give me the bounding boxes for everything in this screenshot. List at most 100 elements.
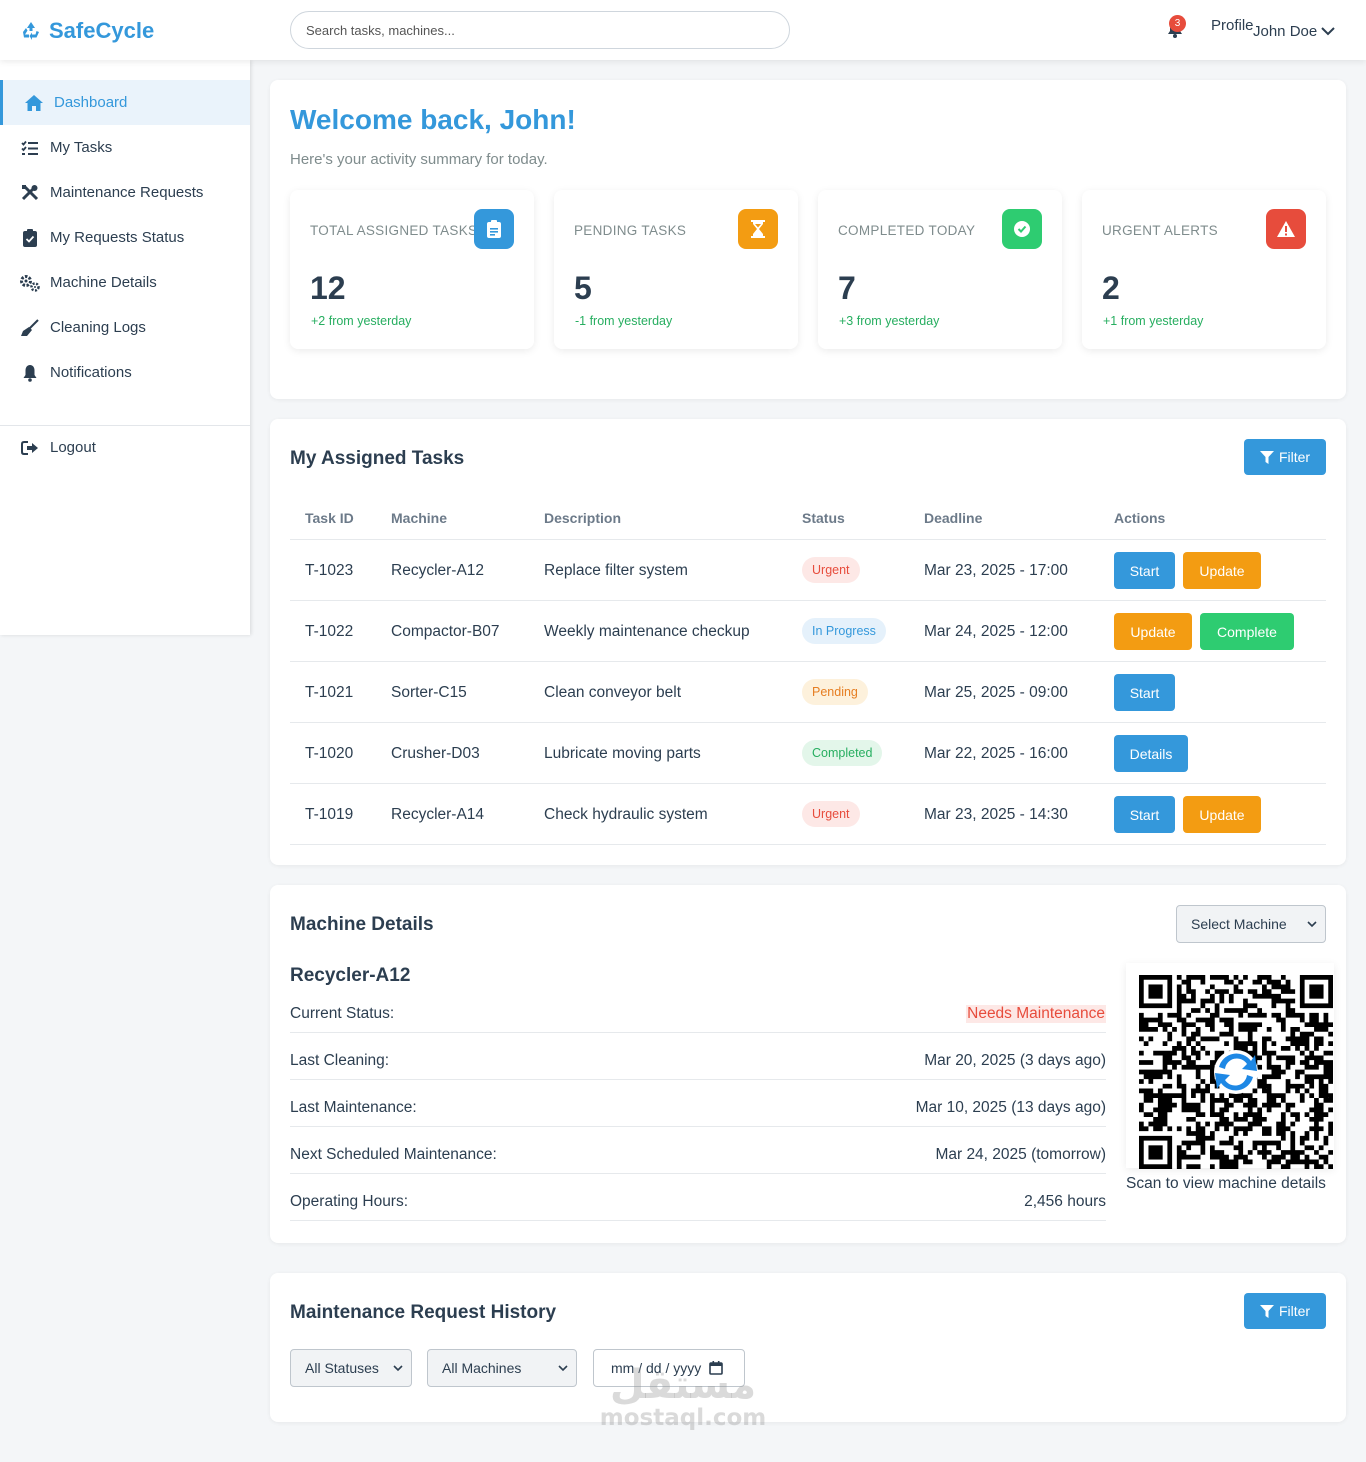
select-machine-dropdown[interactable]: Select Machine [1176,905,1326,943]
column-header[interactable]: Task ID [305,510,354,526]
stat-card-total-tasks[interactable]: TOTAL ASSIGNED TASKS 12 +2 from yesterda… [290,190,534,349]
history-title: Maintenance Request History [290,1302,557,1323]
date-filter-input[interactable]: mm / dd / yyyy [593,1349,745,1387]
detail-row-last-maintenance: Last Maintenance: Mar 10, 2025 (13 days … [290,1080,1106,1127]
machine-details-title: Machine Details [290,914,434,935]
sidebar-item-dashboard[interactable]: Dashboard [0,80,250,125]
stat-label: TOTAL ASSIGNED TASKS [310,223,478,238]
task-deadline: Mar 25, 2025 - 09:00 [924,684,1068,701]
stat-change: +2 from yesterday [311,314,412,328]
stat-card-urgent-alerts[interactable]: URGENT ALERTS 2 +1 from yesterday [1082,190,1326,349]
task-machine[interactable]: Recycler-A14 [391,806,485,823]
stat-change: -1 from yesterday [575,314,673,328]
clipboard-icon [474,209,514,249]
sidebar-item-my-requests-status[interactable]: My Requests Status [0,215,250,260]
task-description: Lubricate moving parts [544,745,701,762]
task-description: Clean conveyor belt [544,684,681,701]
history-filter-button[interactable]: Filter [1244,1293,1326,1329]
search-input[interactable] [290,11,790,49]
details-button[interactable]: Details [1114,735,1188,772]
assigned-tasks-card: My Assigned Tasks Filter Task ID Machine… [270,419,1346,865]
maintenance-history-card: Maintenance Request History Filter All S… [270,1273,1346,1422]
task-id: T-1021 [305,684,354,701]
detail-key: Next Scheduled Maintenance: [290,1146,497,1163]
chevron-down-icon[interactable] [1320,24,1336,38]
stat-card-completed-today[interactable]: COMPLETED TODAY 7 +3 from yesterday [818,190,1062,349]
status-filter-select[interactable]: All Statuses [290,1349,412,1387]
detail-value: 2,456 hours [1024,1193,1106,1210]
detail-row-next-maintenance: Next Scheduled Maintenance: Mar 24, 2025… [290,1127,1106,1174]
bell-icon [20,364,40,382]
stat-value: 12 [310,270,346,306]
user-name[interactable]: John Doe [1253,23,1318,40]
list-check-icon [20,139,40,157]
column-header[interactable]: Machine [391,510,448,526]
tools-icon [20,184,40,202]
table-row: T-1022 Compactor-B07 Weekly maintenance … [290,601,1326,662]
calendar-icon[interactable] [709,1361,724,1375]
machine-filter-value: All Machines [442,1360,522,1376]
tasks-title: My Assigned Tasks [290,448,465,469]
select-machine-value: Select Machine [1191,916,1287,932]
sidebar-item-cleaning-logs[interactable]: Cleaning Logs [0,305,250,350]
table-row: T-1021 Sorter-C15 Clean conveyor belt Pe… [290,662,1326,723]
sidebar-item-label: Dashboard [54,94,128,111]
profile-link[interactable]: Profile [1211,17,1254,34]
sidebar-item-my-tasks[interactable]: My Tasks [0,125,250,170]
stat-value: 7 [838,270,856,306]
sidebar-item-notifications[interactable]: Notifications [0,350,250,395]
welcome-card: Welcome back, John! Here's your activity… [270,80,1346,399]
top-bar: SafeCycle 3 Profile John Doe [0,0,1366,60]
task-machine[interactable]: Crusher-D03 [391,745,480,762]
status-badge: Urgent [802,557,860,583]
machine-filter-select[interactable]: All Machines [427,1349,577,1387]
stat-card-pending-tasks[interactable]: PENDING TASKS 5 -1 from yesterday [554,190,798,349]
detail-row-operating-hours: Operating Hours: 2,456 hours [290,1174,1106,1221]
task-deadline: Mar 22, 2025 - 16:00 [924,745,1068,762]
detail-value: Mar 10, 2025 (13 days ago) [915,1099,1106,1116]
task-description: Replace filter system [544,562,688,579]
update-button[interactable]: Update [1183,796,1261,833]
stat-label: URGENT ALERTS [1102,223,1218,238]
table-row: T-1020 Crusher-D03 Lubricate moving part… [290,723,1326,784]
update-button[interactable]: Update [1183,552,1261,589]
qr-code[interactable] [1126,963,1334,1169]
task-id: T-1019 [305,806,354,823]
watermark: مستقل mostaql.com [598,1365,768,1431]
sidebar-item-machine-details[interactable]: Machine Details [0,260,250,305]
start-button[interactable]: Start [1114,674,1175,711]
filter-label: Filter [1278,1303,1311,1319]
column-header[interactable]: Status [802,510,845,526]
brand-name: SafeCycle [49,18,155,43]
sidebar-item-label: Notifications [50,364,132,381]
status-filter-value: All Statuses [305,1360,379,1376]
brand-logo[interactable]: SafeCycle [19,18,154,44]
start-button[interactable]: Start [1114,552,1175,589]
sidebar-item-label: My Requests Status [50,229,185,246]
column-header[interactable]: Actions [1114,510,1166,526]
welcome-subtitle: Here's your activity summary for today. [290,151,548,168]
complete-button[interactable]: Complete [1200,613,1294,650]
sidebar-item-label: Maintenance Requests [50,184,204,201]
sidebar-item-logout[interactable]: Logout [0,425,250,470]
column-header[interactable]: Description [544,510,622,526]
sidebar-item-maintenance-requests[interactable]: Maintenance Requests [0,170,250,215]
qr-code-image [1139,975,1333,1169]
column-header[interactable]: Deadline [924,510,983,526]
logout-label: Logout [50,439,96,456]
filter-icon [1259,1304,1274,1318]
warning-icon [1266,209,1306,249]
detail-value: Mar 20, 2025 (3 days ago) [924,1052,1106,1069]
start-button[interactable]: Start [1114,796,1175,833]
task-deadline: Mar 24, 2025 - 12:00 [924,623,1068,640]
watermark-arabic: مستقل [609,1362,757,1408]
task-machine[interactable]: Sorter-C15 [391,684,467,701]
table-row: T-1023 Recycler-A12 Replace filter syste… [290,540,1326,601]
stat-change: +3 from yesterday [839,314,940,328]
task-machine[interactable]: Compactor-B07 [391,623,500,640]
tasks-filter-button[interactable]: Filter [1244,439,1326,475]
update-button[interactable]: Update [1114,613,1192,650]
stat-change: +1 from yesterday [1103,314,1204,328]
task-machine[interactable]: Recycler-A12 [391,562,485,579]
chevron-down-icon [1307,921,1317,928]
